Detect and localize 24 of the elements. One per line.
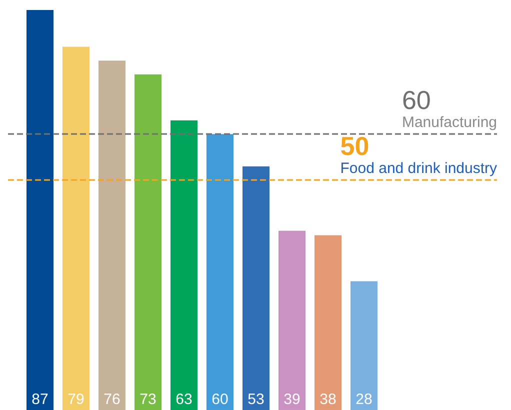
bar xyxy=(26,10,54,410)
data-label: 76 xyxy=(104,391,120,408)
annotation: 50 xyxy=(340,131,370,162)
data-label: 53 xyxy=(248,391,264,408)
data-label: 28 xyxy=(356,391,372,408)
bar xyxy=(134,74,162,410)
data-label: 38 xyxy=(320,391,336,408)
annotation: 60 xyxy=(402,85,431,116)
data-label: 39 xyxy=(284,391,300,408)
bar xyxy=(206,134,234,410)
ref-line-label: Manufacturing xyxy=(402,114,498,132)
bar xyxy=(242,166,270,410)
data-label: 73 xyxy=(140,391,156,408)
data-label: 60 xyxy=(212,391,228,408)
ref-line-label: Food and drink industry xyxy=(340,160,498,178)
bar xyxy=(350,281,378,410)
data-label: 87 xyxy=(32,391,48,408)
data-label: 79 xyxy=(68,391,84,408)
bar xyxy=(314,235,342,410)
data-label: 63 xyxy=(176,391,192,408)
bar xyxy=(278,230,306,410)
bar xyxy=(62,46,90,410)
bar xyxy=(98,60,126,410)
bar xyxy=(170,120,198,410)
